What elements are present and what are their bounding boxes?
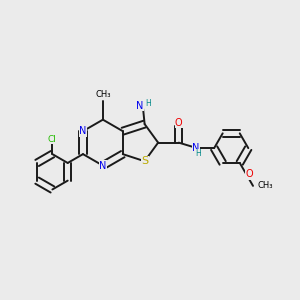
Text: N: N — [79, 126, 87, 136]
Text: N: N — [136, 101, 143, 111]
Text: H: H — [145, 99, 151, 108]
Text: H: H — [195, 149, 201, 158]
Text: O: O — [175, 118, 182, 128]
Text: S: S — [141, 156, 148, 166]
Text: CH₃: CH₃ — [257, 182, 273, 190]
Text: N: N — [192, 142, 199, 152]
Text: Cl: Cl — [48, 135, 57, 144]
Text: O: O — [245, 169, 253, 179]
Text: N: N — [99, 160, 106, 171]
Text: CH₃: CH₃ — [95, 90, 111, 99]
